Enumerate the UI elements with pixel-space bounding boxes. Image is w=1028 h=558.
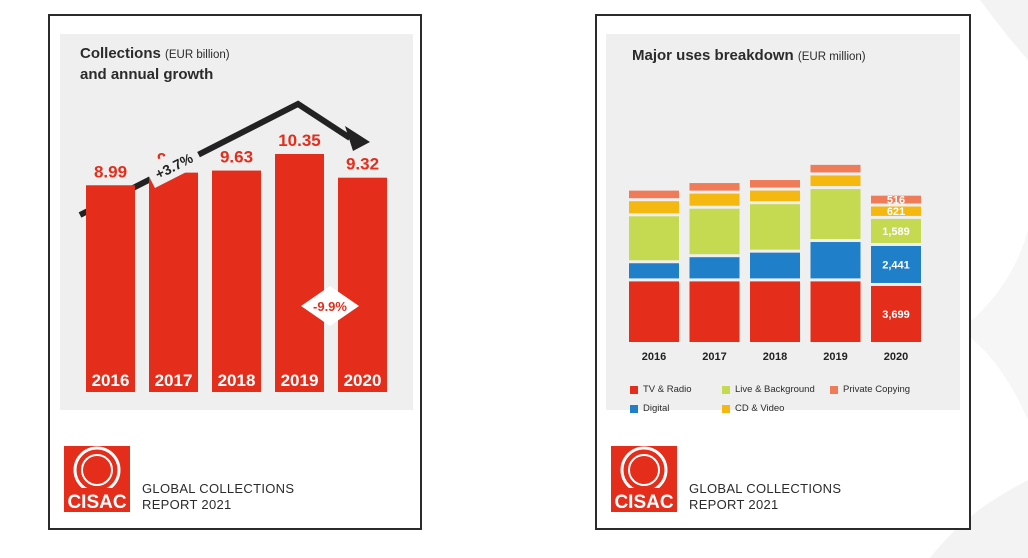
legend-item-digital: Digital bbox=[630, 403, 669, 414]
segment-cd-video-2017 bbox=[689, 193, 740, 206]
segment-cd-video-2019 bbox=[810, 175, 861, 187]
segment-cd-video-2020 bbox=[871, 206, 921, 216]
value-label-2020-digital: 2,441 bbox=[882, 259, 910, 271]
segment-digital-2019 bbox=[810, 242, 861, 279]
legend-item-live-background: Live & Background bbox=[722, 384, 815, 395]
collection-bar-2018 bbox=[212, 170, 261, 392]
cisac-logo: CISAC bbox=[611, 446, 677, 512]
legend-label: TV & Radio bbox=[643, 384, 692, 395]
segment-digital-2017 bbox=[689, 257, 740, 279]
legend-swatch bbox=[630, 404, 638, 413]
collection-year-2019: 2019 bbox=[281, 371, 319, 390]
legend-item-tv-radio: TV & Radio bbox=[630, 384, 692, 395]
segment-digital-2016 bbox=[629, 263, 679, 279]
segment-live-background-2019 bbox=[810, 189, 861, 240]
collection-year-2018: 2018 bbox=[218, 371, 256, 390]
year-label-2020: 2020 bbox=[884, 351, 908, 363]
collections-bar-chart: 8.9920169.5420179.63201810.3520199.32202… bbox=[78, 100, 387, 392]
collection-bar-2016 bbox=[86, 185, 135, 392]
legend-swatch bbox=[830, 385, 838, 394]
value-label-2020-cd-video: 621 bbox=[887, 206, 905, 218]
segment-live-background-2018 bbox=[750, 204, 800, 250]
decline-annotation-diamond bbox=[301, 286, 359, 326]
collection-value-2018: 9.63 bbox=[220, 148, 253, 167]
segment-tv-radio-2018 bbox=[750, 281, 800, 342]
segment-cd-video-2016 bbox=[629, 201, 679, 214]
segment-tv-radio-2020 bbox=[871, 285, 921, 342]
year-label-2019: 2019 bbox=[823, 351, 847, 363]
logo-text: CISAC bbox=[614, 492, 673, 512]
report-name: GLOBAL COLLECTIONS REPORT 2021 bbox=[142, 481, 295, 512]
segment-private-copying-2020 bbox=[871, 195, 921, 204]
segment-tv-radio-2016 bbox=[629, 281, 679, 342]
collection-value-2020: 9.32 bbox=[346, 155, 379, 174]
legend-item-private-copying: Private Copying bbox=[830, 384, 910, 395]
collections-chart-panel: Collections (EUR billion) and annual gro… bbox=[60, 34, 413, 410]
segment-private-copying-2016 bbox=[629, 190, 679, 199]
major-uses-card: Major uses breakdown (EUR million) 2016 2… bbox=[595, 14, 971, 530]
segment-tv-radio-2019 bbox=[810, 281, 861, 342]
growth-annotation-bg bbox=[144, 142, 204, 189]
segment-private-copying-2017 bbox=[689, 183, 740, 191]
collection-value-2019: 10.35 bbox=[278, 131, 321, 150]
collection-value-2016: 8.99 bbox=[94, 162, 127, 181]
segment-tv-radio-2017 bbox=[689, 281, 740, 342]
major-uses-chart-panel: Major uses breakdown (EUR million) 2016 2… bbox=[606, 34, 960, 414]
segment-live-background-2017 bbox=[689, 208, 740, 255]
decline-annotation-text: -9.9% bbox=[313, 299, 347, 314]
collection-bar-2017 bbox=[149, 172, 198, 392]
value-label-2020-live-background: 1,589 bbox=[882, 226, 910, 238]
logo-text: CISAC bbox=[67, 492, 126, 512]
legend-label: Digital bbox=[643, 403, 670, 414]
collections-chart-title: Collections (EUR billion) and annual gro… bbox=[80, 45, 230, 83]
legend-label: CD & Video bbox=[735, 403, 785, 414]
collection-year-2020: 2020 bbox=[344, 371, 382, 390]
year-label-2018: 2018 bbox=[763, 351, 787, 363]
segment-private-copying-2019 bbox=[810, 164, 861, 173]
cisac-logo: CISAC bbox=[64, 446, 130, 512]
collection-year-2017: 2017 bbox=[155, 371, 193, 390]
legend-item-cd-video: CD & Video bbox=[722, 403, 784, 414]
segment-live-background-2016 bbox=[629, 216, 679, 261]
legend-swatch bbox=[630, 385, 638, 394]
collection-bar-2020 bbox=[338, 177, 387, 392]
segment-cd-video-2018 bbox=[750, 190, 800, 202]
segment-digital-2018 bbox=[750, 252, 800, 279]
segment-live-background-2020 bbox=[871, 218, 921, 243]
legend-swatch bbox=[722, 385, 730, 394]
year-label-2017: 2017 bbox=[702, 351, 726, 363]
legend-label: Private Copying bbox=[843, 384, 911, 395]
major-uses-chart-title: Major uses breakdown (EUR million) bbox=[632, 47, 866, 64]
segment-digital-2020 bbox=[871, 245, 921, 283]
report-name: GLOBAL COLLECTIONS REPORT 2021 bbox=[689, 481, 842, 512]
trend-arrow-head bbox=[345, 126, 370, 151]
legend-swatch bbox=[722, 404, 730, 413]
year-label-2016: 2016 bbox=[642, 351, 666, 363]
collection-year-2016: 2016 bbox=[92, 371, 130, 390]
collections-card: Collections (EUR billion) and annual gro… bbox=[48, 14, 422, 530]
legend-label: Live & Background bbox=[735, 384, 815, 395]
collection-bar-2019 bbox=[275, 154, 324, 392]
value-label-2020-private-copying: 516 bbox=[887, 195, 905, 207]
value-label-2020-tv-radio: 3,699 bbox=[882, 309, 910, 321]
segment-private-copying-2018 bbox=[750, 180, 800, 188]
